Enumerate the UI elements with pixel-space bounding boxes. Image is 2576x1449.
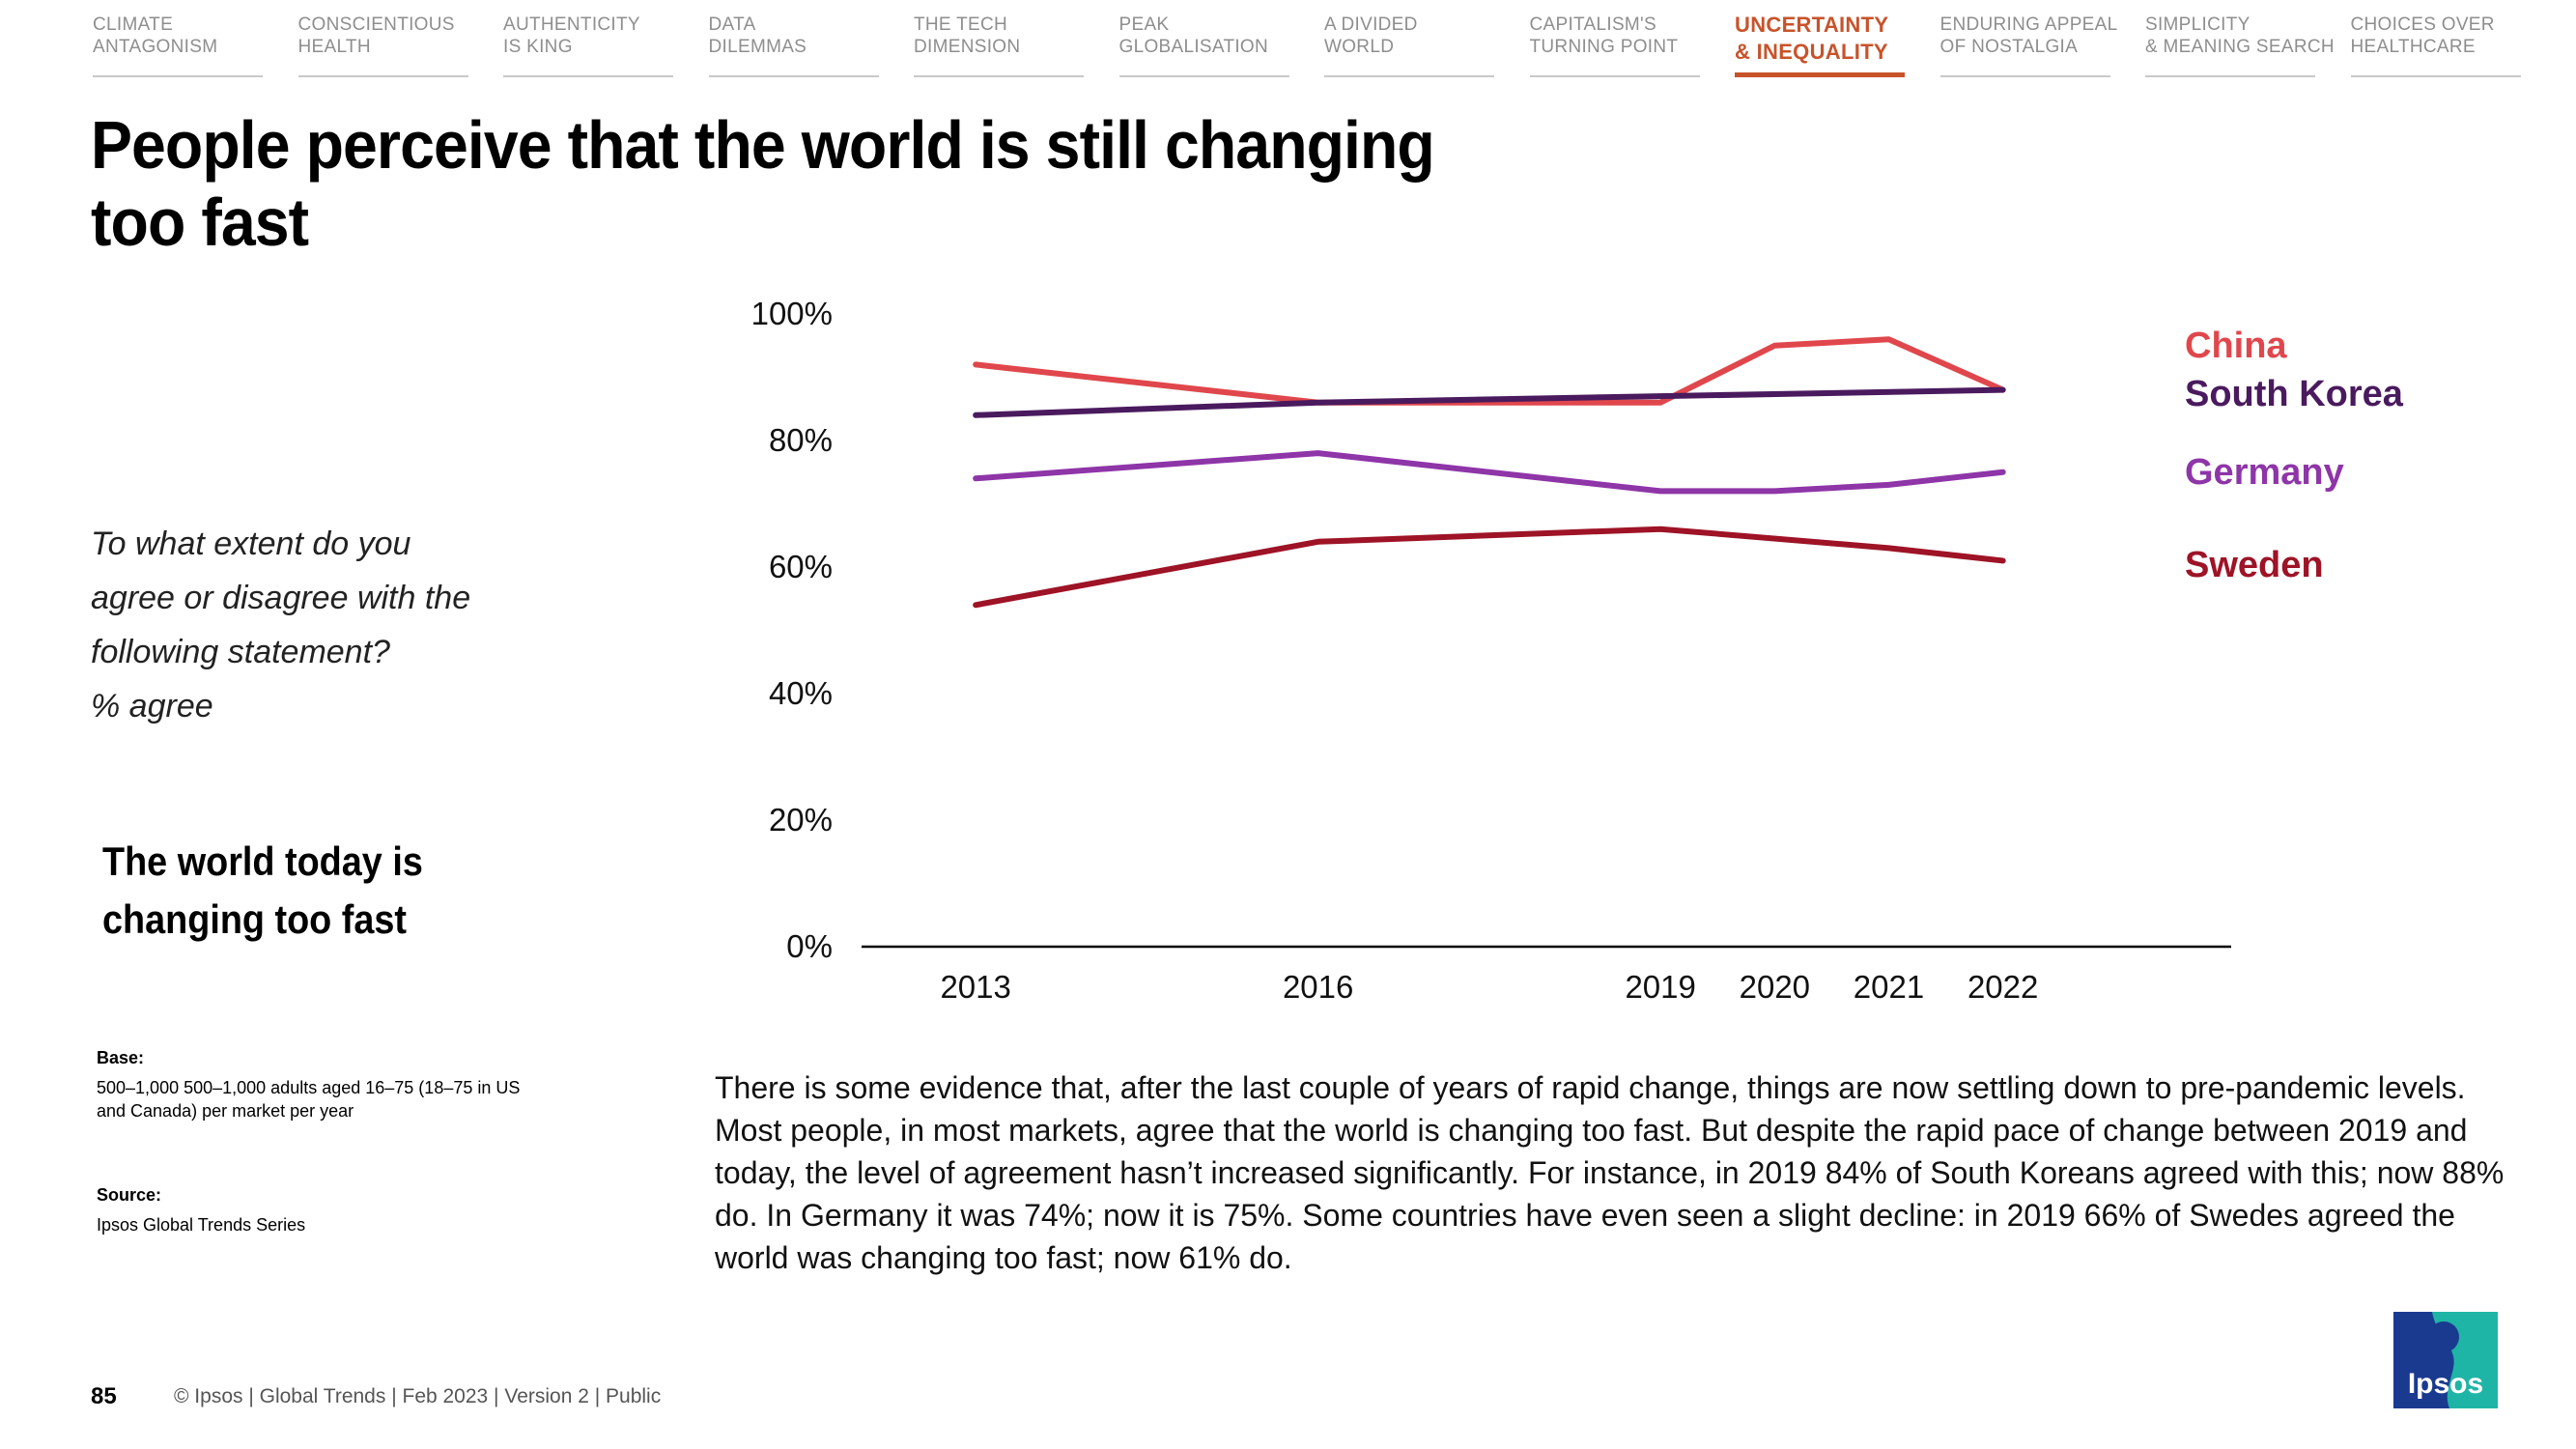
y-tick-label: 0% <box>786 928 833 964</box>
nav-tab-line-2: ANTAGONISM <box>93 37 218 57</box>
page-title: People perceive that the world is still … <box>91 106 1548 261</box>
nav-tab-1[interactable]: CLIMATE ANTAGONISM <box>93 14 263 77</box>
nav-tab-12[interactable]: CHOICES OVER HEALTHCARE <box>2350 14 2521 77</box>
footer-copyright: © Ipsos | Global Trends | Feb 2023 | Ver… <box>174 1385 662 1407</box>
question-line-4: % agree <box>91 688 213 724</box>
nav-tab-7[interactable]: A DIVIDED WORLD <box>1324 14 1494 77</box>
nav-tab-line-1: CHOICES OVER <box>2350 14 2495 35</box>
top-navigation: CLIMATE ANTAGONISM CONSCIENTIOUS HEALTH AUTH… <box>93 0 2576 77</box>
nav-tab-10[interactable]: ENDURING APPEAL OF NOSTALGIA <box>1939 14 2118 77</box>
nav-tab-line-1: DATA <box>708 14 756 35</box>
nav-tab-2[interactable]: CONSCIENTIOUS HEALTH <box>297 14 468 77</box>
nav-tab-line-2: TURNING POINT <box>1529 37 1679 57</box>
base-heading: Base: <box>97 1048 145 1067</box>
series-line-china <box>973 336 2006 406</box>
base-text: 500–1,000 500–1,000 adults aged 16–75 (1… <box>97 1078 521 1121</box>
nav-tab-line-1: CAPITALISM'S <box>1529 14 1656 35</box>
legend-label-sweden: Sweden <box>2185 545 2324 585</box>
nav-tab-5[interactable]: THE TECH DIMENSION <box>914 14 1084 77</box>
nav-tab-11[interactable]: SIMPLICITY & MEANING SEARCH <box>2145 14 2335 77</box>
line-chart: 0% 20% 40% 60% 80% 100% 2013 2016 2019 2020 2021 20… <box>751 296 2404 1005</box>
survey-question: To what extent do you agree or disagree … <box>91 517 554 733</box>
title-line-1: People perceive that the world is still … <box>91 107 1435 183</box>
ipsos-logo: Ipsos <box>2393 1312 2498 1408</box>
nav-tab-6[interactable]: PEAK GLOBALISATION <box>1118 14 1289 77</box>
x-tick-label: 2020 <box>1740 969 1810 1005</box>
nav-tab-line-2: IS KING <box>503 37 573 57</box>
nav-tab-line-1: SIMPLICITY <box>2145 14 2250 35</box>
series-line-germany <box>973 450 2006 495</box>
nav-tab-line-1: THE TECH <box>914 14 1008 35</box>
nav-tab-line-1: ENDURING APPEAL <box>1939 14 2118 35</box>
nav-tab-line-1: PEAK <box>1118 14 1170 35</box>
x-tick-label: 2019 <box>1625 969 1695 1005</box>
x-tick-label: 2022 <box>1967 969 2038 1005</box>
nav-tab-line-2: GLOBALISATION <box>1118 37 1269 57</box>
nav-tab-line-2: DILEMMAS <box>708 37 807 57</box>
x-tick-label: 2016 <box>1283 969 1353 1005</box>
nav-tab-line-2: WORLD <box>1324 37 1395 57</box>
x-tick-label: 2021 <box>1854 969 1924 1005</box>
nav-tab-line-1: A DIVIDED <box>1324 14 1418 35</box>
y-tick-label: 60% <box>769 549 833 584</box>
y-tick-label: 40% <box>769 675 833 711</box>
logo-text: Ipsos <box>2408 1368 2483 1400</box>
statement: The world today is changing too fast <box>102 833 467 949</box>
question-line-2: agree or disagree with the <box>91 580 471 616</box>
y-tick-label: 20% <box>769 802 833 838</box>
nav-tab-line-1: UNCERTAINTY <box>1735 13 1889 37</box>
nav-tab-3[interactable]: AUTHENTICITY IS KING <box>503 14 673 77</box>
legend-label-south-korea: South Korea <box>2185 374 2404 414</box>
page-number: 85 <box>91 1383 117 1409</box>
legend-label-china: China <box>2185 326 2287 366</box>
source-heading: Source: <box>97 1185 162 1205</box>
nav-tab-line-1: CONSCIENTIOUS <box>297 14 455 35</box>
source-text: Ipsos Global Trends Series <box>97 1215 306 1235</box>
nav-tab-line-2: & INEQUALITY <box>1735 40 1888 64</box>
body-paragraph: There is some evidence that, after the l… <box>715 1070 2505 1275</box>
question-line-1: To what extent do you <box>91 526 411 562</box>
x-tick-label: 2013 <box>940 969 1010 1005</box>
title-line-2: too fast <box>91 185 309 260</box>
series-line-south-korea <box>973 386 2006 418</box>
question-line-3: following statement? <box>91 634 390 670</box>
legend-label-germany: Germany <box>2185 452 2344 493</box>
series-line-sweden <box>973 526 2006 609</box>
logo-head-shape <box>2428 1321 2459 1352</box>
nav-tab-8[interactable]: CAPITALISM'S TURNING POINT <box>1529 14 1700 77</box>
nav-tab-line-2: OF NOSTALGIA <box>1939 37 2079 57</box>
y-tick-label: 80% <box>769 422 833 458</box>
y-tick-label: 100% <box>751 296 833 331</box>
nav-tab-line-1: CLIMATE <box>93 14 174 35</box>
nav-tab-line-2: & MEANING SEARCH <box>2145 37 2335 57</box>
nav-tab-9[interactable]: UNCERTAINTY & INEQUALITY <box>1735 12 1905 77</box>
nav-tab-line-1: AUTHENTICITY <box>503 14 640 35</box>
nav-tab-line-2: HEALTHCARE <box>2350 37 2476 57</box>
nav-tab-line-2: HEALTH <box>297 37 371 57</box>
nav-tab-line-2: DIMENSION <box>914 37 1021 57</box>
statement-line-2: changing too fast <box>102 896 407 942</box>
nav-tab-4[interactable]: DATA DILEMMAS <box>708 14 879 77</box>
statement-line-1: The world today is <box>102 838 423 884</box>
